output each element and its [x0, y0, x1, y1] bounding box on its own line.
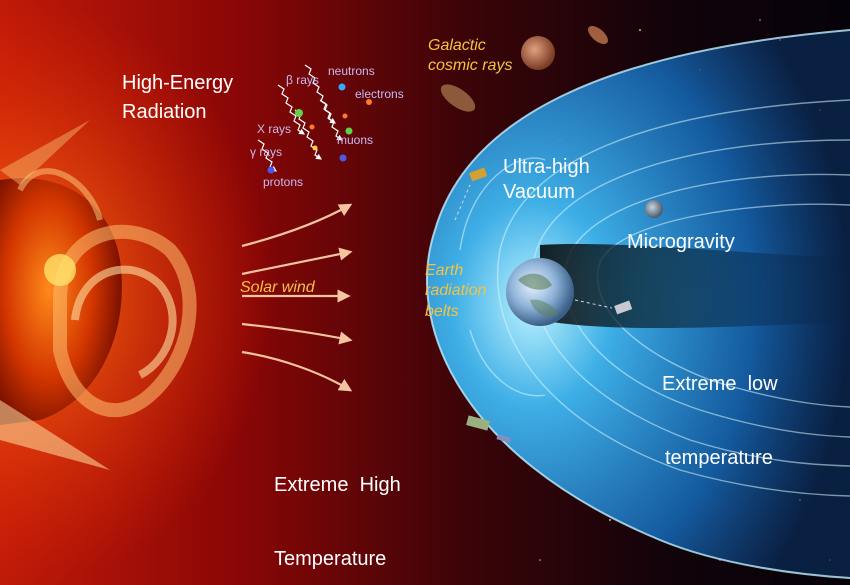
high-energy-radiation-label: High-Energy Radiation — [122, 72, 234, 123]
asteroid-icon — [440, 26, 608, 112]
moon-icon — [645, 200, 663, 218]
beta-rays-label: β rays — [286, 73, 319, 87]
satellite-icon — [454, 167, 633, 443]
solar-wind-arrows — [241, 203, 353, 392]
extreme-low-temperature-label: Extreme low temperature — [662, 373, 778, 469]
neutrons-label: neutrons — [328, 64, 375, 78]
magnetosphere — [426, 29, 850, 579]
ultra-high-vacuum-label: Ultra-high Vacuum — [503, 156, 590, 203]
protons-label: protons — [263, 175, 304, 189]
x-rays-label: X rays — [257, 122, 292, 136]
solar-wind-label: Solar wind — [240, 279, 315, 296]
galactic-cosmic-rays-label: Galactic cosmic rays — [428, 37, 513, 75]
extreme-high-temperature-label: Extreme High Temperature — [274, 474, 401, 570]
muons-label: muons — [337, 133, 374, 147]
earth — [506, 258, 574, 326]
particle-dots — [267, 83, 372, 174]
sun — [0, 120, 197, 470]
microgravity-label: Microgravity — [627, 231, 735, 253]
electrons-label: electrons — [355, 87, 404, 101]
gamma-rays-label: γ rays — [250, 145, 283, 159]
radiation-arrows — [257, 64, 343, 172]
mars-icon — [521, 36, 555, 70]
earth-radiation-belts-label: Earth radiation belts — [425, 262, 487, 320]
